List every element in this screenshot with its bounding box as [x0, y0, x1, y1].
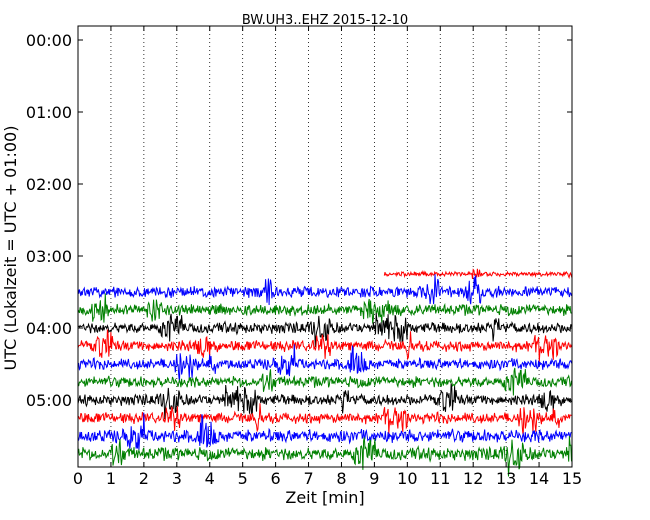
x-tick-label: 2: [139, 469, 149, 488]
x-tick-label: 7: [303, 469, 313, 488]
x-tick-label: 6: [271, 469, 281, 488]
x-tick-label: 9: [369, 469, 379, 488]
seismic-trace: [77, 383, 572, 420]
y-tick-label: 04:00: [26, 319, 72, 338]
seismic-trace: [77, 367, 572, 396]
seismic-traces: [77, 268, 573, 477]
seismic-trace: [77, 329, 572, 363]
seismic-trace: [77, 293, 572, 324]
x-tick-label: 13: [496, 469, 516, 488]
grid-lines: [110, 26, 540, 467]
seismic-trace: [77, 274, 572, 306]
x-tick-label: 4: [205, 469, 215, 488]
y-tick-label: 00:00: [26, 31, 72, 50]
x-tick-label: 15: [562, 469, 582, 488]
x-tick-label: 5: [238, 469, 248, 488]
x-tick-label: 0: [73, 469, 83, 488]
y-tick-label: 03:00: [26, 247, 72, 266]
y-tick-labels: 00:00 01:00 02:00 03:00 04:00 05:00: [26, 31, 72, 410]
x-tick-label: 14: [529, 469, 549, 488]
y-tick-label: 05:00: [26, 391, 72, 410]
y-tick-label: 02:00: [26, 175, 72, 194]
x-tick-label: 1: [106, 469, 116, 488]
chart-title: BW.UH3..EHZ 2015-12-10: [242, 13, 408, 28]
x-tick-label: 12: [463, 469, 483, 488]
seismic-trace: [77, 412, 572, 451]
axis-ticks: [77, 26, 573, 467]
x-tick-labels: 0 1 2 3 4 5 6 7 8 9 10 11 12 13 14 15: [73, 469, 582, 488]
plot-frame: [77, 25, 573, 468]
y-axis-label: UTC (Lokalzeit = UTC + 01:00): [1, 126, 20, 371]
x-axis-label: Zeit [min]: [285, 488, 364, 507]
seismic-trace: [78, 312, 572, 348]
y-tick-label: 01:00: [26, 103, 72, 122]
x-tick-label: 8: [336, 469, 346, 488]
seismic-trace: [77, 403, 572, 437]
seismic-trace: [77, 436, 572, 477]
x-tick-label: 10: [397, 469, 417, 488]
seismic-trace: [77, 344, 572, 383]
x-tick-label: 3: [172, 469, 182, 488]
seismic-trace: [383, 268, 573, 280]
x-tick-label: 11: [430, 469, 450, 488]
